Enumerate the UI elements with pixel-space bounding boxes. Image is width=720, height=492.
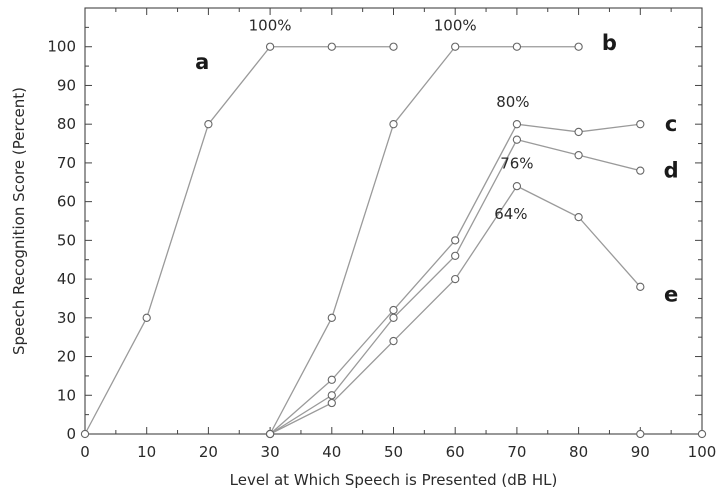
x-tick-label: 20: [199, 443, 218, 461]
annotation-label: 100%: [249, 17, 292, 35]
y-tick-label: 100: [47, 38, 76, 56]
ticks: 0 10 20 30 40 50 60 70 80 90 100 0 10 20 30 40 50 60 70 80 9…: [47, 7, 717, 461]
y-tick-label: 10: [57, 386, 76, 404]
x-axis-title: Level at Which Speech is Presented (dB H…: [230, 471, 558, 489]
series-lines: [84, 46, 641, 435]
data-point-b: [451, 42, 460, 51]
data-point-e: [327, 398, 336, 408]
x-tick-label: 30: [261, 443, 280, 461]
y-tick-label: 40: [57, 270, 76, 288]
series-label-d: d: [664, 159, 679, 183]
series-label-c: c: [665, 112, 677, 136]
series-line-a: [84, 46, 394, 435]
series-line-d: [269, 138, 641, 435]
y-tick-label: 60: [57, 193, 76, 211]
data-point-d: [451, 251, 460, 261]
x-tick-label: 60: [446, 443, 465, 461]
y-tick-label: 30: [57, 309, 76, 327]
data-point-e: [265, 429, 275, 439]
x-tick-label: 80: [569, 443, 588, 461]
x-tick-label: 10: [137, 443, 156, 461]
data-points: [80, 42, 707, 439]
data-point-d: [636, 166, 645, 175]
data-point-e: [451, 274, 460, 284]
data-point-e: [512, 181, 522, 191]
data-point-a: [80, 429, 90, 439]
annotation-label: 100%: [434, 17, 477, 35]
data-point-d: [327, 391, 336, 400]
series-label-e: e: [664, 283, 678, 307]
data-point-baseline: [636, 429, 645, 439]
data-point-a: [327, 42, 336, 51]
data-point-d: [574, 151, 583, 160]
data-point-b: [512, 42, 522, 51]
y-tick-label: 90: [57, 76, 76, 94]
x-tick-label: 90: [631, 443, 650, 461]
data-point-b: [327, 313, 336, 322]
data-point-c: [636, 120, 645, 129]
annotation-label: 64%: [494, 205, 527, 223]
y-tick-label: 20: [57, 348, 76, 366]
y-tick-label: 50: [57, 231, 76, 249]
y-tick-label: 80: [57, 115, 76, 133]
y-tick-label: 70: [57, 154, 76, 172]
data-point-c: [574, 127, 583, 137]
annotation-label: 76%: [500, 155, 533, 173]
series-line-e: [269, 185, 641, 435]
x-tick-label: 100: [688, 443, 717, 461]
data-point-d: [389, 313, 398, 322]
series-label-b: b: [602, 31, 617, 55]
data-point-c: [327, 375, 336, 384]
data-point-c: [512, 120, 522, 129]
chart-text: Level at Which Speech is Presented (dB H…: [10, 17, 679, 489]
data-point-c: [389, 305, 398, 315]
data-point-b: [574, 42, 583, 51]
x-tick-label: 40: [322, 443, 341, 461]
data-point-a: [204, 120, 213, 129]
x-tick-label: 0: [80, 443, 90, 461]
data-point-d: [512, 135, 522, 144]
data-point-e: [636, 282, 645, 291]
series-label-a: a: [195, 50, 209, 74]
data-point-e: [574, 212, 583, 222]
y-axis-title: Speech Recognition Score (Percent): [10, 87, 28, 355]
data-point-a: [142, 313, 151, 322]
x-tick-label: 70: [507, 443, 526, 461]
data-point-baseline: [697, 429, 707, 439]
data-point-b: [389, 120, 398, 129]
annotation-label: 80%: [496, 93, 529, 111]
data-point-e: [389, 336, 398, 346]
series-line-b: [269, 46, 579, 435]
data-point-a: [265, 42, 275, 51]
data-point-c: [451, 236, 460, 245]
y-tick-label: 0: [66, 425, 76, 443]
x-tick-label: 50: [384, 443, 403, 461]
data-point-a: [389, 42, 398, 51]
